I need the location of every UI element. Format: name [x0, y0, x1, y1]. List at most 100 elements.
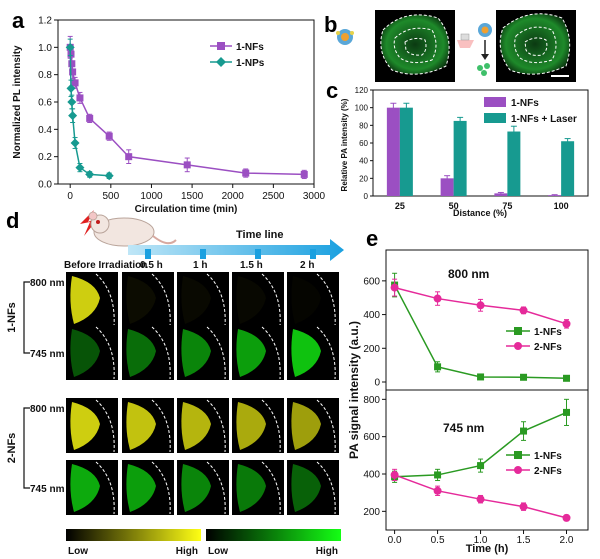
chart-e-top-legend: 1-NFs 2-NFs: [506, 327, 562, 353]
wavelength-label: 800 nm: [30, 278, 65, 289]
chart-a-ytick-label: 0.2: [38, 152, 52, 163]
chart-e-bottom-series2-point: [390, 470, 399, 479]
chart-e-bottom-legend-1: 1-NFs: [534, 451, 562, 462]
chart-e-top-series1-point: [434, 363, 442, 371]
chart-a-series1-point: [242, 169, 250, 177]
tumor-outline: [261, 273, 281, 327]
group-bracket: [23, 281, 30, 354]
chart-a-xtick-label: 1000: [140, 191, 163, 202]
chart-c-bar-1: [494, 193, 508, 196]
colorbar-green-high: High: [316, 546, 338, 557]
chart-a-series1-point: [183, 161, 191, 169]
tumor-outline: [95, 399, 115, 453]
tumor-outline: [206, 326, 226, 380]
tumor-outline: [206, 399, 226, 453]
chart-c-bar-1: [386, 107, 400, 196]
chart-e-bottom-legend-2: 2-NFs: [534, 466, 562, 477]
chart-c-ytick-label: 120: [355, 86, 369, 95]
chart-a: Circulation time (min) Normalized PL int…: [12, 16, 326, 216]
signal-region: [126, 402, 156, 450]
signal-region: [236, 276, 266, 324]
chart-c-xtick-label: 100: [554, 201, 569, 211]
wavelength-label: 800 nm: [30, 404, 65, 415]
chart-a-series1-point: [300, 170, 308, 178]
chart-c-xtick-label: 50: [449, 201, 459, 211]
signal-region: [126, 276, 156, 324]
signal-region: [291, 276, 321, 324]
chart-a-series1-line: [69, 47, 305, 176]
chart-a-series1-point: [105, 132, 113, 140]
chart-a-series2-line: [69, 47, 110, 177]
signal-region: [181, 329, 211, 377]
chart-a-series2-point: [70, 138, 80, 148]
chart-a-xtick-label: 3000: [303, 191, 326, 202]
colorbar-yellow-low: Low: [68, 546, 88, 557]
group-label: 2-NFs: [6, 433, 18, 464]
chart-a-legend-1: 1-NFs: [236, 42, 264, 53]
chart-a-series2-point: [65, 42, 75, 52]
chart-c-xtick-label: 75: [502, 201, 512, 211]
colorbar-yellow-high: High: [176, 546, 198, 557]
chart-e-bottom-series2-point: [433, 486, 442, 495]
chart-c-bar-2: [453, 120, 467, 196]
panel-label-e: e: [366, 226, 378, 251]
nanoparticle-cluster-icon: [336, 29, 354, 45]
time-point-label: 2 h: [300, 260, 314, 271]
chart-c-bar-2: [399, 107, 413, 196]
chart-a-ylabel: Normalized PL intensity: [12, 45, 23, 159]
chart-e-bottom-series2-point: [519, 502, 528, 511]
signal-region: [236, 329, 266, 377]
chart-e-top-ytick-label: 400: [363, 310, 380, 321]
tumor-outline: [316, 399, 336, 453]
chart-e-bottom-series1-point: [563, 408, 571, 416]
chart-a-series1-point: [71, 79, 79, 87]
signal-region: [70, 464, 100, 512]
chart-c-ytick-label: 0: [364, 192, 369, 201]
wavelength-label: 745 nm: [30, 349, 65, 360]
signal-region: [291, 329, 321, 377]
tumor-outline: [261, 461, 281, 515]
tumor-outline: [316, 461, 336, 515]
panel-label-c: c: [326, 78, 338, 103]
signal-region: [70, 276, 100, 324]
chart-e-bottom-annotation: 745 nm: [443, 421, 484, 435]
chart-e-bottom-frame: [385, 389, 589, 531]
chart-e-bottom-series1-point: [434, 471, 442, 479]
chart-e-bottom-series2-point: [476, 495, 485, 504]
chart-e-bottom-series2-point: [562, 513, 571, 522]
time-point-label: 1.5 h: [240, 260, 263, 271]
chart-c-ytick-label: 100: [355, 104, 369, 113]
chart-e-top-ytick-label: 200: [363, 344, 380, 355]
tumor-outline: [95, 461, 115, 515]
chart-e-bottom-series1-point: [520, 427, 528, 435]
chart-e-top-series1-point: [477, 373, 485, 381]
chart-e-xtick-label: 1.5: [517, 535, 531, 546]
panel-label-a: a: [12, 8, 25, 33]
chart-c-legend-1: 1-NFs: [511, 98, 539, 109]
chart-a-ytick-label: 1.2: [38, 16, 52, 27]
chart-c-ytick-label: 60: [359, 139, 368, 148]
colorbar-yellow: [66, 529, 201, 541]
chart-a-legend: 1-NFs 1-NPs: [210, 42, 265, 69]
chart-c-ytick-label: 40: [359, 157, 368, 166]
chart-a-xtick-label: 0: [67, 191, 73, 202]
wavelength-label: 745 nm: [30, 484, 65, 495]
chart-e-bottom-series1-point: [477, 462, 485, 470]
signal-region: [126, 464, 156, 512]
signal-region: [291, 402, 321, 450]
nanoparticle-release-icon: [477, 23, 492, 76]
tumor-outline: [151, 326, 171, 380]
chart-a-series1-point: [69, 68, 77, 76]
tumor-outline: [95, 273, 115, 327]
chart-e: Time (h) PA signal intensity (a.u.) 800 …: [347, 249, 589, 555]
chart-a-ytick-label: 0.8: [38, 70, 52, 81]
timeline-tick: [255, 249, 261, 259]
chart-c: Distance (%) Relative PA intensity (%) 0…: [340, 86, 589, 218]
chart-a-xtick-label: 2500: [262, 191, 285, 202]
tumor-outline: [206, 273, 226, 327]
tumor-outline: [316, 326, 336, 380]
chart-a-xtick-label: 1500: [181, 191, 204, 202]
chart-a-series1-point: [125, 153, 133, 161]
chart-e-top-ytick-label: 0: [374, 378, 380, 389]
